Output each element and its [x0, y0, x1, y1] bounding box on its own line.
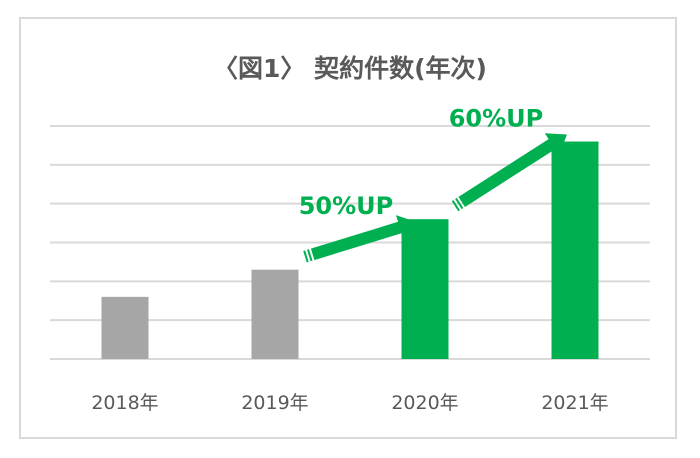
- bar-2020年: [401, 219, 449, 359]
- bars: [101, 141, 599, 359]
- bar-2018年: [101, 296, 149, 359]
- x-tick-label: 2020年: [391, 392, 458, 414]
- bar-2021年: [551, 141, 599, 359]
- x-tick-label: 2021年: [541, 392, 608, 414]
- x-tick-label: 2019年: [241, 392, 308, 414]
- chart-title: 〈図1〉 契約件数(年次): [213, 54, 487, 83]
- annotations: 50%UP 60%UP: [299, 105, 568, 263]
- annotation-label: 50%UP: [299, 192, 394, 220]
- chart-frame: [19, 17, 677, 439]
- bar-2019年: [251, 269, 299, 359]
- gridlines: [50, 125, 650, 360]
- arrow-icon: [451, 133, 568, 212]
- x-tick-label: 2018年: [91, 392, 158, 414]
- arrow-icon: [303, 215, 417, 263]
- x-tick-labels: 2018年 2019年 2020年 2021年: [91, 392, 608, 414]
- annotation-label: 60%UP: [449, 105, 544, 133]
